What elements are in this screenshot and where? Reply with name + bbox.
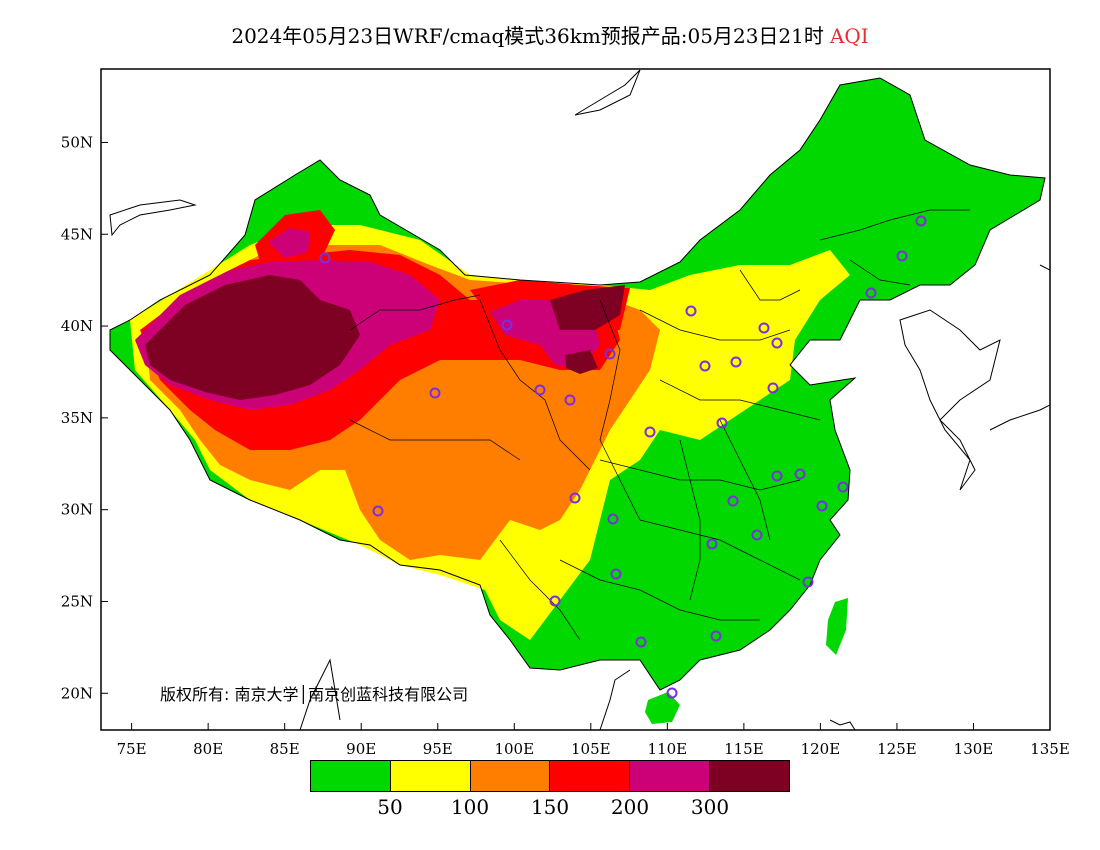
- legend-swatch: [550, 761, 631, 791]
- city-marker-shenyang: [865, 287, 877, 299]
- city-marker-jinan: [767, 382, 779, 394]
- lat-tick-label: 40N: [61, 317, 93, 335]
- city-marker-chengdu: [569, 492, 581, 504]
- lon-tick-label: 95E: [423, 740, 453, 758]
- aqi-hazardous-alxa: [550, 285, 625, 330]
- legend-label: 150: [530, 795, 570, 819]
- city-marker-changchun: [896, 250, 908, 262]
- city-marker-chongqing: [607, 513, 619, 525]
- taiwan-island: [826, 598, 848, 655]
- aqi-hazardous-taklamakan: [145, 275, 360, 400]
- city-marker-harbin: [915, 215, 927, 227]
- city-marker-kunming: [549, 595, 561, 607]
- city-marker-nanchang: [751, 529, 763, 541]
- city-marker-haikou: [666, 687, 678, 699]
- city-marker-hohhot: [685, 305, 697, 317]
- city-marker-xining: [534, 384, 546, 396]
- legend-swatch: [390, 761, 471, 791]
- lat-tick-label: 45N: [61, 225, 93, 243]
- city-marker-zhengzhou: [716, 417, 728, 429]
- lat-tick-label: 30N: [61, 501, 93, 519]
- city-marker-beijing: [758, 322, 770, 334]
- lon-tick-label: 90E: [346, 740, 376, 758]
- lon-tick-label: 85E: [270, 740, 300, 758]
- lon-tick-label: 135E: [1030, 740, 1070, 758]
- aqi-legend-bar: [310, 760, 790, 792]
- city-marker-guangzhou: [710, 630, 722, 642]
- city-marker-lanzhou: [564, 394, 576, 406]
- city-marker-nanjing: [794, 468, 806, 480]
- city-marker-lhasa: [372, 505, 384, 517]
- legend-label: 300: [690, 795, 730, 819]
- coastlines: [109, 69, 1050, 730]
- city-marker-changsha: [706, 538, 718, 550]
- lon-tick-label: 130E: [954, 740, 994, 758]
- legend-label: 200: [610, 795, 650, 819]
- lon-tick-label: 120E: [801, 740, 841, 758]
- city-marker-hangzhou: [816, 500, 828, 512]
- city-marker-hefei: [771, 470, 783, 482]
- city-marker-fuzhou: [802, 576, 814, 588]
- map-frame: [100, 68, 1051, 731]
- city-marker-taiyuan: [699, 360, 711, 372]
- lon-tick-label: 75E: [117, 740, 147, 758]
- lon-tick-label: 115E: [724, 740, 764, 758]
- lat-tick-label: 50N: [61, 133, 93, 151]
- map-title: 2024年05月23日WRF/cmaq模式36km预报产品:05月23日21时 A…: [0, 20, 1100, 49]
- hainan-island: [645, 692, 680, 724]
- city-marker-golmud: [429, 387, 441, 399]
- legend-label: 50: [377, 795, 403, 819]
- legend-swatch: [710, 761, 789, 791]
- lon-tick-label: 125E: [877, 740, 917, 758]
- city-marker-urumqi: [319, 252, 331, 264]
- city-marker-wuhan: [727, 495, 739, 507]
- map-axes: 75E 80E 85E 90E 95E 100E 105E 110E 115E 120E 125E 1…: [61, 133, 1070, 758]
- title-main: 2024年05月23日WRF/cmaq模式36km预报产品:05月23日21时: [231, 24, 824, 48]
- lat-tick-label: 20N: [61, 684, 93, 702]
- city-marker-nanning: [635, 636, 647, 648]
- china-outline: [109, 77, 1046, 691]
- city-marker-xian: [644, 426, 656, 438]
- legend-swatch: [630, 761, 711, 791]
- legend-label: 100: [450, 795, 490, 819]
- title-variable: AQI: [829, 24, 869, 48]
- city-marker-shanghai: [837, 481, 849, 493]
- city-marker-yinchuan: [604, 348, 616, 360]
- city-marker-guiyang: [610, 568, 622, 580]
- aqi-very-unhealthy-patch-north: [268, 228, 310, 258]
- city-marker-shijiazhuang: [730, 356, 742, 368]
- map-plot-area: [109, 69, 1050, 730]
- province-boundaries: [349, 209, 970, 641]
- legend-swatch: [470, 761, 551, 791]
- city-marker-tianjin: [771, 337, 783, 349]
- lon-tick-label: 110E: [648, 740, 688, 758]
- lon-tick-label: 100E: [494, 740, 534, 758]
- city-marker-lanzhou-east: [501, 319, 513, 331]
- city-markers: [319, 215, 927, 699]
- aqi-hazardous-ordos: [565, 350, 598, 374]
- lon-tick-label: 80E: [193, 740, 223, 758]
- lon-tick-label: 105E: [571, 740, 611, 758]
- legend-swatch: [311, 761, 391, 791]
- lat-tick-label: 35N: [61, 409, 93, 427]
- lat-tick-label: 25N: [61, 592, 93, 610]
- copyright-notice: 版权所有: 南京大学│南京创蓝科技有限公司: [160, 685, 469, 704]
